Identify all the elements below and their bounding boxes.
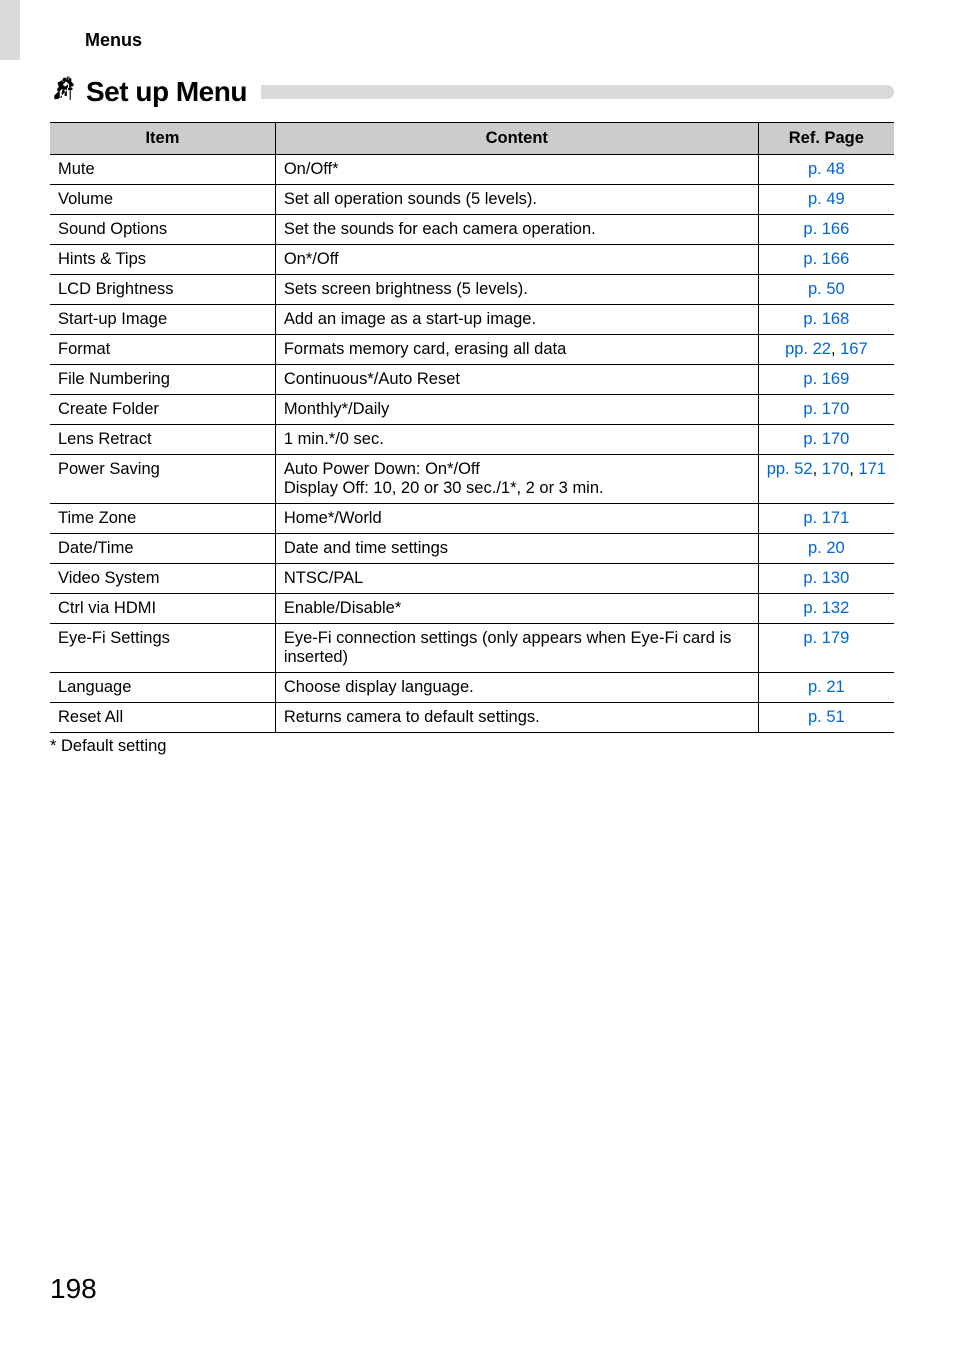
footnote-text: * Default setting [50,737,166,755]
cell-ref-page[interactable]: p. 20 [758,534,894,564]
cell-content: Date and time settings [275,534,758,564]
cell-item: Sound Options [50,215,275,245]
cell-content: Set all operation sounds (5 levels). [275,185,758,215]
cell-item: Format [50,335,275,365]
left-margin-tab [0,0,20,60]
cell-ref-page[interactable]: p. 132 [758,594,894,624]
table-head: Item Content Ref. Page [50,123,894,155]
cell-item: Time Zone [50,504,275,534]
cell-ref-page[interactable]: p. 130 [758,564,894,594]
cell-content: 1 min.*/0 sec. [275,425,758,455]
cell-content: Add an image as a start-up image. [275,305,758,335]
table-row: MuteOn/Off*p. 48 [50,155,894,185]
cell-ref-page[interactable]: pp. 52, 170, 171 [758,455,894,504]
table-row: LanguageChoose display language.p. 21 [50,673,894,703]
cell-item: Date/Time [50,534,275,564]
cell-content: Returns camera to default settings. [275,703,758,733]
setup-menu-table: Item Content Ref. Page MuteOn/Off*p. 48V… [50,122,894,733]
cell-ref-page[interactable]: p. 171 [758,504,894,534]
cell-content: Auto Power Down: On*/Off Display Off: 10… [275,455,758,504]
table-row: Time ZoneHome*/Worldp. 171 [50,504,894,534]
cell-ref-page[interactable]: p. 166 [758,245,894,275]
page-content: Menus Set up [0,0,954,786]
cell-ref-page[interactable]: p. 51 [758,703,894,733]
cell-content: Continuous*/Auto Reset [275,365,758,395]
breadcrumb: Menus [85,30,894,51]
th-content: Content [275,123,758,155]
table-header-row: Item Content Ref. Page [50,123,894,155]
cell-content: Choose display language. [275,673,758,703]
cell-content: Eye-Fi connection settings (only appears… [275,624,758,673]
table-row: Eye-Fi SettingsEye-Fi connection setting… [50,624,894,673]
cell-item: File Numbering [50,365,275,395]
table-row: Sound OptionsSet the sounds for each cam… [50,215,894,245]
section-title-rule [261,85,894,99]
footnote: * Default setting [50,737,894,756]
section-title-text: Set up Menu [86,76,247,108]
table-row: Video SystemNTSC/PALp. 130 [50,564,894,594]
table-row: Reset AllReturns camera to default setti… [50,703,894,733]
cell-ref-page[interactable]: p. 48 [758,155,894,185]
page-number-text: 198 [50,1273,97,1304]
table-row: Ctrl via HDMIEnable/Disable*p. 132 [50,594,894,624]
page-number: 198 [50,1273,97,1305]
cell-item: LCD Brightness [50,275,275,305]
cell-ref-page[interactable]: p. 179 [758,624,894,673]
th-ref: Ref. Page [758,123,894,155]
cell-item: Power Saving [50,455,275,504]
table-row: Power SavingAuto Power Down: On*/Off Dis… [50,455,894,504]
table-row: Create FolderMonthly*/Dailyp. 170 [50,395,894,425]
table-row: LCD BrightnessSets screen brightness (5 … [50,275,894,305]
cell-ref-page[interactable]: p. 49 [758,185,894,215]
cell-content: Formats memory card, erasing all data [275,335,758,365]
table-row: Date/TimeDate and time settingsp. 20 [50,534,894,564]
cell-ref-page[interactable]: p. 50 [758,275,894,305]
cell-ref-page[interactable]: p. 21 [758,673,894,703]
section-title-row: Set up Menu [50,75,894,108]
cell-content: Monthly*/Daily [275,395,758,425]
cell-content: Enable/Disable* [275,594,758,624]
page-container: Menus Set up [0,0,954,1345]
cell-item: Lens Retract [50,425,275,455]
cell-item: Reset All [50,703,275,733]
table-row: Start-up ImageAdd an image as a start-up… [50,305,894,335]
cell-ref-page[interactable]: p. 169 [758,365,894,395]
cell-content: On/Off* [275,155,758,185]
cell-item: Hints & Tips [50,245,275,275]
cell-ref-page[interactable]: p. 166 [758,215,894,245]
th-item: Item [50,123,275,155]
cell-content: Home*/World [275,504,758,534]
table-row: FormatFormats memory card, erasing all d… [50,335,894,365]
table-row: File NumberingContinuous*/Auto Resetp. 1… [50,365,894,395]
cell-content: Sets screen brightness (5 levels). [275,275,758,305]
cell-ref-page[interactable]: p. 168 [758,305,894,335]
cell-ref-page[interactable]: p. 170 [758,425,894,455]
cell-ref-page[interactable]: pp. 22, 167 [758,335,894,365]
breadcrumb-text: Menus [85,30,142,50]
table-row: Hints & TipsOn*/Offp. 166 [50,245,894,275]
table-row: VolumeSet all operation sounds (5 levels… [50,185,894,215]
cell-ref-page[interactable]: p. 170 [758,395,894,425]
cell-content: NTSC/PAL [275,564,758,594]
cell-item: Ctrl via HDMI [50,594,275,624]
table-body: MuteOn/Off*p. 48VolumeSet all operation … [50,155,894,733]
cell-item: Mute [50,155,275,185]
table-row: Lens Retract1 min.*/0 sec.p. 170 [50,425,894,455]
tools-icon-alt [54,75,80,108]
cell-content: Set the sounds for each camera operation… [275,215,758,245]
cell-content: On*/Off [275,245,758,275]
cell-item: Create Folder [50,395,275,425]
cell-item: Language [50,673,275,703]
cell-item: Eye-Fi Settings [50,624,275,673]
cell-item: Volume [50,185,275,215]
cell-item: Video System [50,564,275,594]
cell-item: Start-up Image [50,305,275,335]
